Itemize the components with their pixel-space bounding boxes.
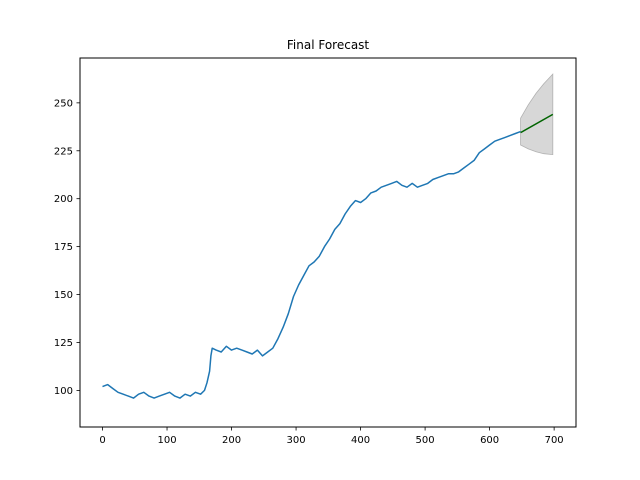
x-tick-label: 200: [222, 435, 241, 446]
confidence-band: [520, 73, 554, 156]
series-layer: [102, 113, 554, 399]
y-tick-label: 200: [54, 194, 73, 205]
x-tick-label: 500: [416, 435, 435, 446]
x-tick-label: 100: [157, 435, 176, 446]
x-tick-label: 600: [480, 435, 499, 446]
observed-line: [102, 130, 521, 399]
y-axis-ticks: 100 125 150 175 200 225 250: [54, 98, 80, 397]
plot-frame: [79, 57, 577, 428]
y-tick-label: 125: [54, 338, 73, 349]
x-axis-ticks: 0 100 200 300 400 500 600 700: [99, 427, 564, 446]
chart-title: Final Forecast: [287, 38, 370, 52]
forecast-line: [520, 113, 554, 134]
confidence-band-layer: [520, 73, 554, 156]
y-tick-label: 225: [54, 146, 73, 157]
y-tick-label: 250: [54, 98, 73, 109]
x-tick-label: 300: [287, 435, 306, 446]
x-tick-label: 700: [545, 435, 564, 446]
y-tick-label: 100: [54, 386, 73, 397]
y-tick-label: 150: [54, 290, 73, 301]
x-tick-label: 400: [351, 435, 370, 446]
x-tick-label: 0: [99, 435, 105, 446]
y-tick-label: 175: [54, 242, 73, 253]
